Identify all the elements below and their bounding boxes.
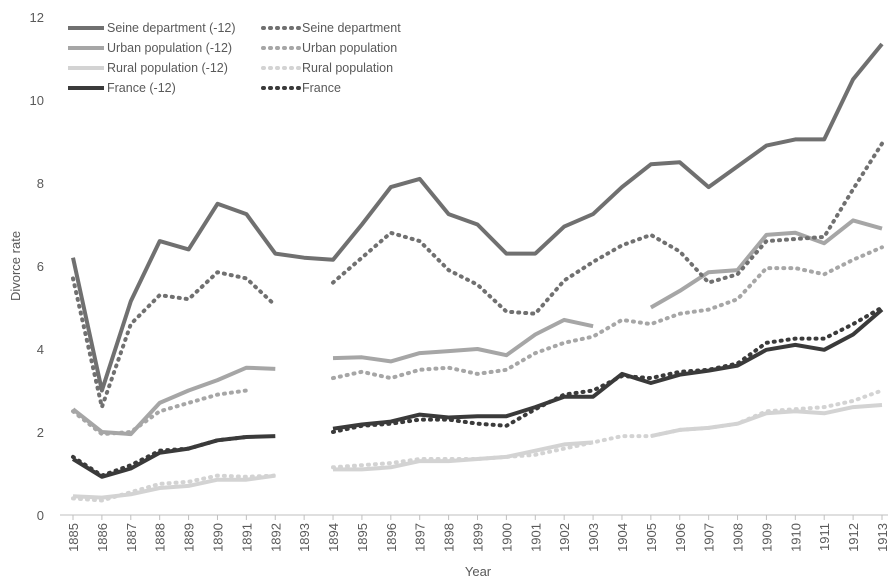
x-tick-label: 1888 (153, 523, 168, 552)
legend-label: Urban population (302, 41, 397, 55)
y-tick-label: 2 (37, 425, 44, 440)
x-tick-label: 1890 (210, 523, 225, 552)
series-line (71, 305, 884, 478)
series-line (71, 388, 884, 503)
x-tick-label: 1910 (788, 523, 803, 552)
x-tick-label: 1909 (759, 523, 774, 552)
series-line (71, 42, 884, 393)
x-tick-label: 1904 (615, 523, 630, 552)
y-tick-label: 0 (37, 508, 44, 523)
x-tick-label: 1913 (875, 523, 890, 552)
series-line (71, 245, 884, 437)
x-tick-label: 1893 (297, 523, 312, 552)
x-tick-label: 1894 (326, 523, 341, 552)
x-tick-label: 1886 (95, 523, 110, 552)
y-tick-label: 6 (37, 259, 44, 274)
x-axis-label: Year (465, 564, 492, 579)
x-tick-label: 1905 (644, 523, 659, 552)
x-tick-label: 1907 (702, 523, 717, 552)
x-tick-label: 1887 (124, 523, 139, 552)
x-tick-label: 1898 (442, 523, 457, 552)
legend-label: Urban population (-12) (107, 41, 232, 55)
x-tick-label: 1891 (239, 523, 254, 552)
legend-label: France (302, 81, 341, 95)
x-tick-label: 1895 (355, 523, 370, 552)
legend-label: France (-12) (107, 81, 176, 95)
series-line (71, 308, 884, 479)
x-tick-label: 1903 (586, 523, 601, 552)
legend-label: Seine department (-12) (107, 21, 236, 35)
y-tick-label: 8 (37, 176, 44, 191)
x-tick-label: 1900 (499, 523, 514, 552)
y-tick-label: 4 (37, 342, 44, 357)
legend-label: Rural population (302, 61, 393, 75)
x-tick-label: 1885 (66, 523, 81, 552)
x-tick-label: 1892 (268, 523, 283, 552)
legend-label: Seine department (302, 21, 401, 35)
x-tick-label: 1911 (817, 523, 832, 551)
series-line (72, 403, 883, 500)
x-tick-label: 1889 (182, 523, 197, 552)
x-tick-label: 1899 (471, 523, 486, 552)
x-tick-label: 1896 (384, 523, 399, 552)
x-tick-label: 1902 (557, 523, 572, 552)
y-tick-label: 12 (30, 10, 44, 25)
series-line (71, 218, 883, 437)
legend: Seine department (-12) Urban population (… (68, 21, 401, 95)
y-axis-label: Divorce rate (8, 231, 23, 301)
x-tick-label: 1897 (413, 523, 428, 552)
x-tick-label: 1901 (528, 523, 543, 552)
series-line (71, 141, 884, 410)
x-tick-label: 1912 (846, 523, 861, 552)
y-tick-label: 10 (30, 93, 44, 108)
legend-label: Rural population (-12) (107, 61, 228, 75)
x-tick-label: 1908 (731, 523, 746, 552)
x-tick-label: 1906 (673, 523, 688, 552)
